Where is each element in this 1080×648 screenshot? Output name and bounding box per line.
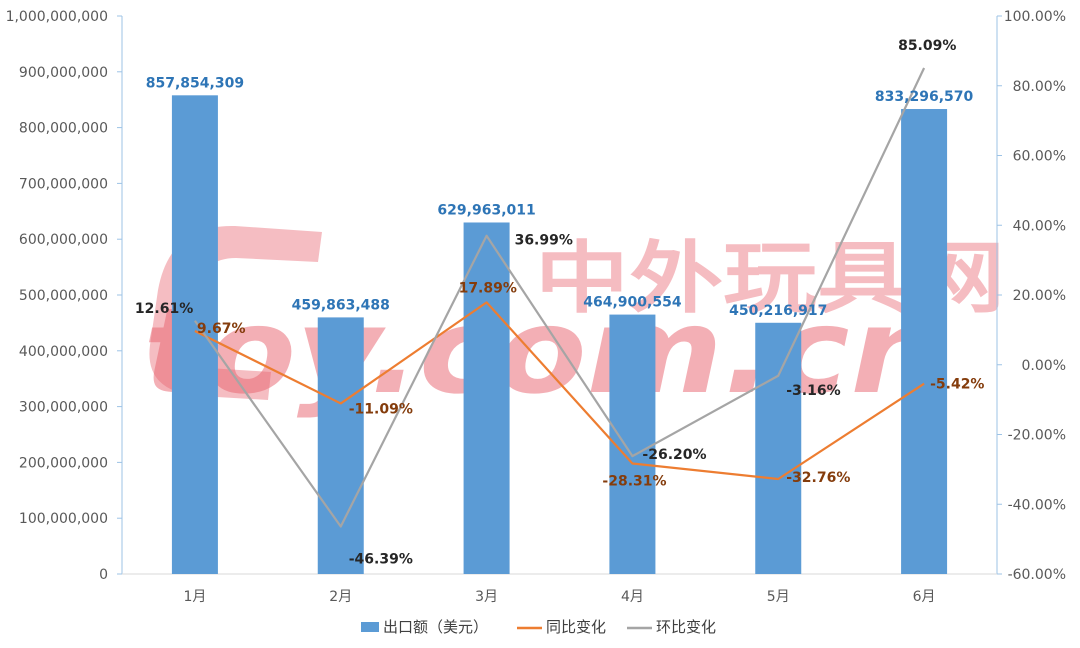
- x-tick-label: 5月: [767, 589, 790, 605]
- yoy-data-label: 9.67%: [197, 321, 246, 337]
- y-right-tick-label: 0.00%: [1022, 358, 1066, 374]
- y-right-tick-label: 40.00%: [1013, 218, 1066, 234]
- y-left-tick-label: 900,000,000: [19, 65, 108, 81]
- bar: [463, 222, 510, 574]
- bar: [171, 95, 218, 575]
- mom-data-label: 36.99%: [515, 233, 573, 249]
- bar-data-label: 833,296,570: [875, 89, 974, 105]
- mom-data-label: 85.09%: [898, 38, 956, 54]
- legend-label-export: 出口额（美元）: [383, 618, 488, 636]
- y-right-tick-label: -20.00%: [1008, 428, 1066, 444]
- mom-data-label: 12.61%: [135, 301, 193, 317]
- bar-data-label: 450,216,917: [729, 303, 827, 319]
- y-right-tick-label: 20.00%: [1013, 288, 1066, 304]
- y-left-tick-label: 100,000,000: [19, 511, 108, 527]
- y-left-tick-label: 500,000,000: [19, 288, 108, 304]
- y-left-tick-label: 1,000,000,000: [6, 9, 108, 25]
- y-right-tick-label: -40.00%: [1008, 497, 1066, 513]
- y-right-tick-label: 80.00%: [1013, 79, 1066, 95]
- legend-label-mom: 环比变化: [656, 618, 716, 636]
- bar-data-label: 464,900,554: [583, 295, 682, 311]
- axes: 1,000,000,000 900,000,000 800,000,000 700,0…: [6, 9, 1066, 605]
- mom-data-label: -46.39%: [349, 552, 413, 568]
- yoy-data-label: 17.89%: [459, 280, 517, 296]
- bar-data-label: 857,854,309: [146, 75, 244, 91]
- legend-label-yoy: 同比变化: [546, 618, 606, 636]
- y-right-tick-label: -60.00%: [1008, 567, 1066, 583]
- x-tick-label: 3月: [475, 589, 498, 605]
- y-left-tick-label: 200,000,000: [19, 455, 108, 471]
- bar-data-label: 459,863,488: [292, 297, 390, 313]
- y-left-tick-label: 600,000,000: [19, 232, 108, 248]
- yoy-data-label: -5.42%: [930, 377, 984, 393]
- y-left-tick-label: 0: [99, 567, 108, 583]
- mom-line: [194, 67, 926, 528]
- bar-data-label: 629,963,011: [437, 202, 535, 218]
- y-right-tick-label: 100.00%: [1004, 9, 1066, 25]
- bar-series: [171, 95, 948, 575]
- y-left-tick-label: 400,000,000: [19, 344, 108, 360]
- mom-data-label: -3.16%: [786, 383, 840, 399]
- line-series: [194, 67, 926, 528]
- x-tick-label: 1月: [183, 589, 206, 605]
- data-labels: 857,854,309 459,863,488 629,963,011 464,900…: [135, 38, 985, 568]
- x-tick-label: 4月: [621, 589, 644, 605]
- x-tick-label: 6月: [913, 589, 936, 605]
- bar: [317, 317, 364, 574]
- yoy-line: [194, 301, 925, 481]
- bar: [901, 109, 948, 575]
- mom-data-label: -26.20%: [642, 447, 706, 463]
- yoy-data-label: -11.09%: [349, 401, 413, 417]
- bar: [755, 322, 802, 574]
- y-right-tick-label: 60.00%: [1013, 149, 1066, 165]
- bar: [609, 314, 656, 574]
- legend-swatch-export: [361, 622, 379, 632]
- yoy-data-label: -32.76%: [786, 470, 850, 486]
- y-left-tick-label: 700,000,000: [19, 176, 108, 192]
- y-left-tick-label: 300,000,000: [19, 400, 108, 416]
- legend: 出口额（美元） 同比变化 环比变化: [361, 618, 716, 636]
- y-left-tick-label: 800,000,000: [19, 121, 108, 137]
- yoy-data-label: -28.31%: [602, 473, 666, 489]
- x-tick-label: 2月: [329, 589, 352, 605]
- watermark-brand-text: toy.com.cn: [131, 283, 960, 420]
